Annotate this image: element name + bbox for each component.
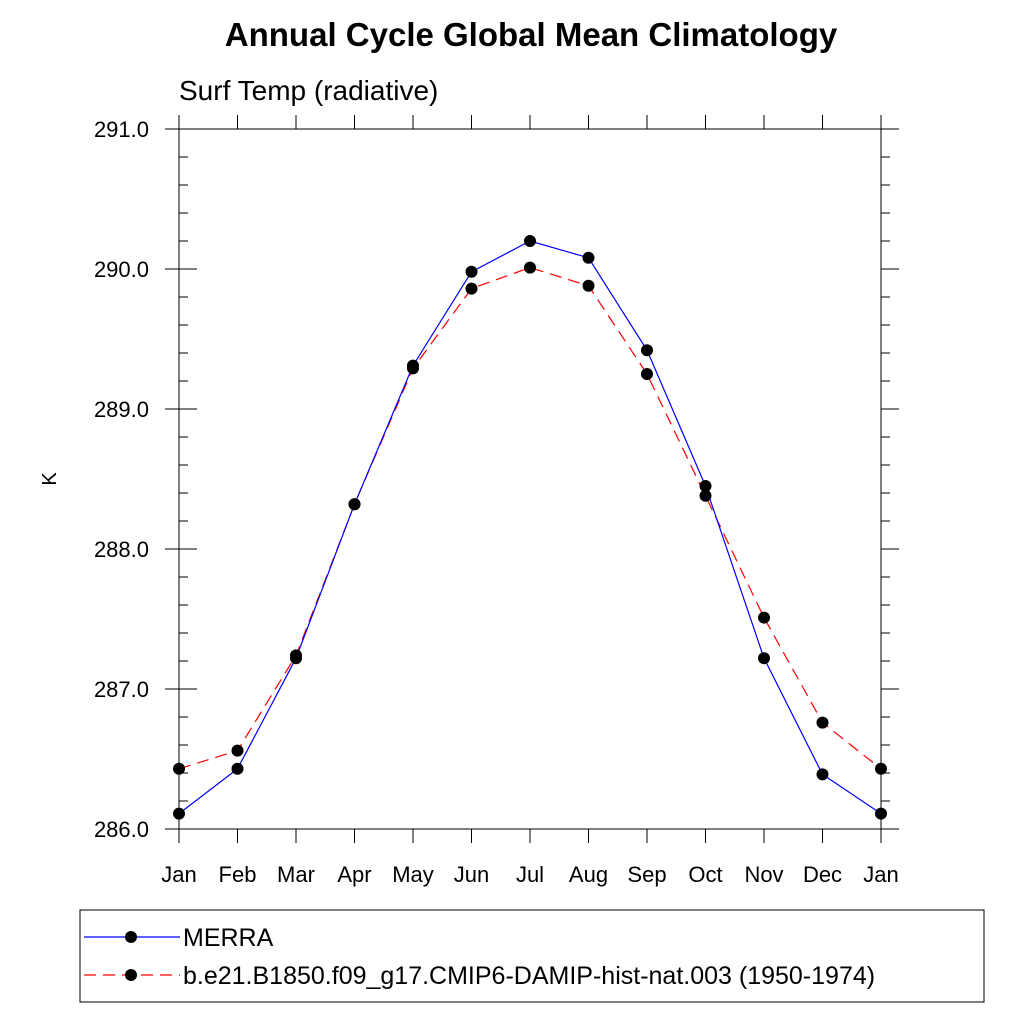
data-point-series-1 [524,261,536,274]
series-line-0 [178,240,882,815]
data-point-series-0 [699,480,712,492]
data-point-series-0 [816,768,829,781]
y-tick-label: 290.0 [94,257,149,282]
data-point-series-0 [465,265,478,278]
x-tick-label: Oct [688,862,722,887]
data-point-series-1 [641,368,653,380]
data-point-series-1 [582,279,595,292]
data-point-series-1 [816,716,829,729]
data-point-series-1 [465,282,478,295]
x-tick-label: Mar [277,862,315,887]
axis-tick-labels: Jan Feb Mar Apr May Jun Jul Aug Sep Oct Nov Dec Jan 2… [94,117,899,887]
data-point-series-1 [699,489,712,502]
x-tick-label: Feb [219,862,257,887]
data-point-series-1 [875,762,887,775]
x-tick-label: May [392,862,434,887]
y-tick-label: 287.0 [94,677,149,702]
series-lines [178,240,882,815]
y-axis-label: K [39,472,61,486]
legend: MERRA b.e21.B1850.f09_g17.CMIP6-DAMIP-his… [84,924,875,990]
data-point-series-0 [231,762,244,775]
y-tick-label: 288.0 [94,537,149,562]
legend-marker-1 [125,969,137,981]
data-point-series-1 [231,744,244,757]
x-tick-label: Aug [569,862,608,887]
legend-label-0: MERRA [183,924,274,952]
y-tick-label: 289.0 [94,397,149,422]
chart-subtitle: Surf Temp (radiative) [179,75,438,106]
x-tick-label: Sep [627,862,666,887]
data-point-series-0 [641,344,653,357]
x-tick-label: Nov [744,862,783,887]
x-tick-label: Apr [337,862,371,887]
data-point-series-1 [407,362,419,375]
data-point-series-0 [173,807,185,820]
x-tick-label: Jan [863,862,898,887]
data-point-series-0 [524,235,536,247]
legend-label-1: b.e21.B1850.f09_g17.CMIP6-DAMIP-hist-nat… [183,962,875,990]
x-tick-label: Jun [454,862,489,887]
data-point-series-1 [758,611,770,624]
data-point-series-1 [173,762,185,775]
legend-marker-0 [125,931,137,943]
legend-box [79,909,985,1003]
x-tick-label: Dec [803,862,842,887]
x-tick-label: Jul [516,862,544,887]
plot-frame [178,128,882,830]
chart-title: Annual Cycle Global Mean Climatology [225,16,838,53]
x-tick-label: Jan [161,862,196,887]
data-point-series-0 [758,652,770,665]
series-line-1 [178,266,882,770]
data-point-series-1 [290,649,302,662]
data-point-series-0 [875,807,887,820]
y-tick-label: 286.0 [94,817,149,842]
series-points [173,235,887,820]
data-point-series-1 [348,498,361,511]
axis-ticks [165,115,899,843]
data-point-series-0 [582,251,595,264]
y-tick-label: 291.0 [94,117,149,142]
